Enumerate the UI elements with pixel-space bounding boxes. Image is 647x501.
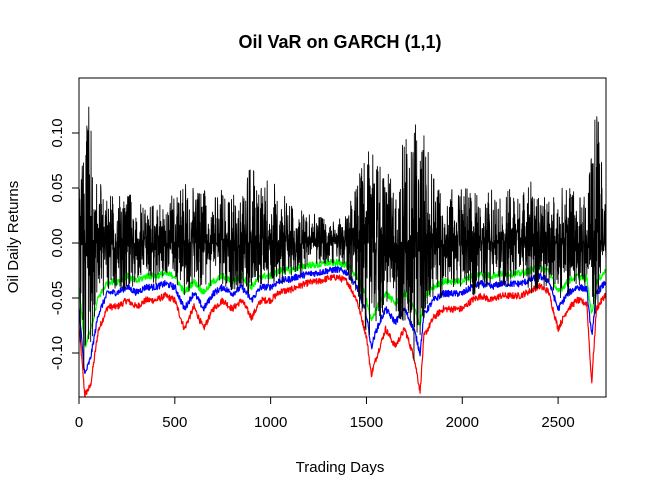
y-tick-label: -0.10 [49,336,66,370]
y-axis-label: Oil Daily Returns [5,181,22,294]
series-layer [78,106,607,397]
series-line-var-lower [78,273,607,397]
x-tick-label: 0 [75,414,83,431]
series-line-returns [78,106,607,370]
y-tick-label: 0.05 [49,173,66,202]
y-axis: -0.10 -0.05 0.00 0.05 0.10 [49,118,79,370]
series-line-var-upper [78,258,607,348]
x-axis-label: Trading Days [296,459,385,476]
series-line-var-middle [78,265,607,374]
y-tick-label: 0.00 [49,228,66,257]
plot-frame [78,77,607,398]
y-tick-label: -0.05 [49,281,66,315]
x-tick-label: 1000 [254,414,287,431]
y-tick-label: 0.10 [49,118,66,147]
x-tick-label: 2000 [446,414,479,431]
x-tick-label: 2500 [541,414,574,431]
x-axis: 0 500 1000 1500 2000 2500 [75,397,575,431]
x-tick-label: 1500 [350,414,383,431]
x-tick-label: 500 [162,414,187,431]
chart-title: Oil VaR on GARCH (1,1) [238,32,441,52]
